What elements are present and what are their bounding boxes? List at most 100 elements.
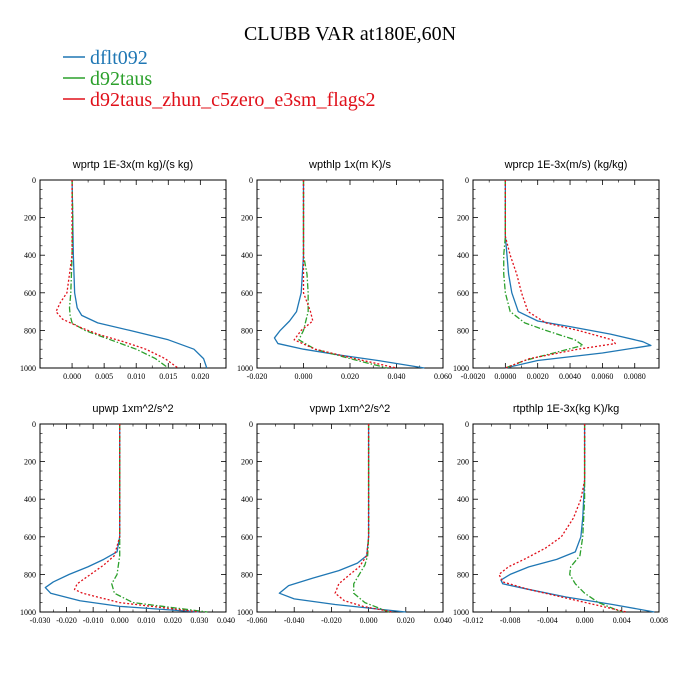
panel-1: wprtp 1E-3x(m kg)/(s kg) 0 200 400 600 800 100… — [20, 159, 227, 381]
panel-2-frame — [256, 179, 444, 369]
panel-1-xtick-label: 0.020 — [191, 372, 209, 381]
panel-1-ytick-label: 400 — [24, 251, 36, 260]
panel-5-frame — [256, 423, 444, 613]
panel-4-ytick-label: 400 — [24, 495, 36, 504]
panel-6-ytick-label: 400 — [457, 495, 469, 504]
panel-2-ytick-label: 600 — [241, 289, 253, 298]
panel-3-xtick-label: 0.0000 — [494, 372, 516, 381]
panel-2-xtick-label: 0.060 — [434, 372, 452, 381]
legend-label-d92taus-zhun: d92taus_zhun_c5zero_e3sm_flags2 — [90, 89, 375, 111]
panel-3-series-d92taus — [503, 180, 584, 369]
panel-4-series-dflt092 — [44, 424, 200, 613]
panel-4-xtick-label: -0.020 — [56, 616, 77, 625]
panel-5-ytick-label: 600 — [241, 533, 253, 542]
panel-6-ytick-label: 0 — [465, 420, 469, 429]
panel-2-ytick-label: 1000 — [237, 364, 253, 373]
panel-2-series-d92taus — [298, 180, 388, 369]
panel-6-xtick-label: -0.012 — [463, 616, 484, 625]
panel-5-series-d92taus-zhun-c5zero-e3sm-flags2 — [334, 424, 393, 613]
panel-5-xtick-label: -0.040 — [284, 616, 305, 625]
panel-3-ytick-label: 1000 — [453, 364, 469, 373]
panel-1-title: wprtp 1E-3x(m kg)/(s kg) — [72, 159, 193, 171]
panel-3-title: wprcp 1E-3x(m/s) (kg/kg) — [504, 159, 628, 171]
panel-3-xtick-label: 0.0040 — [559, 372, 581, 381]
panel-4-xtick-label: 0.040 — [217, 616, 235, 625]
panel-3-xtick-label: 0.0080 — [624, 372, 646, 381]
panel-3-xtick-label: -0.0020 — [461, 372, 486, 381]
legend-label-d92taus: d92taus — [90, 68, 152, 90]
panel-6-ytick-label: 800 — [457, 570, 469, 579]
panel-1-xtick-label: 0.010 — [127, 372, 145, 381]
panel-5-ytick-label: 800 — [241, 570, 253, 579]
panel-2-ytick-label: 200 — [241, 214, 253, 223]
panel-6: rtpthlp 1E-3x(kg K)/kg02004006008001000-… — [453, 403, 668, 625]
panel-1-ytick-label: 200 — [24, 214, 36, 223]
panel-5-ytick-label: 0 — [249, 420, 253, 429]
panel-1-series-d92taus-zhun-c5zero-e3sm-flags2 — [55, 180, 179, 369]
panel-5-ytick-label: 200 — [241, 458, 253, 467]
panel-4-ytick-label: 600 — [24, 533, 36, 542]
panel-1-frame — [39, 179, 227, 369]
panel-2-xtick-label: 0.020 — [341, 372, 359, 381]
panel-2-xtick-label: 0.000 — [295, 372, 313, 381]
panel-6-xtick-label: 0.004 — [613, 616, 631, 625]
panel-5-xtick-label: 0.000 — [360, 616, 378, 625]
panel-4-series-d92taus — [111, 424, 208, 613]
panel-5-title: vpwp 1xm^2/s^2 — [310, 403, 391, 415]
panel-1-series-dflt092 — [71, 179, 208, 369]
panel-3-xtick-label: 0.0020 — [527, 372, 549, 381]
panel-4-xtick-label: -0.010 — [83, 616, 104, 625]
panel-2-title: wpthlp 1x(m K)/s — [308, 159, 391, 171]
panel-2-ytick-label: 0 — [249, 176, 253, 185]
panel-3-ytick-label: 800 — [457, 326, 469, 335]
panel-3-frame — [472, 179, 660, 369]
panel-1-ytick-label: 0 — [32, 176, 36, 185]
panel-5: vpwp 1xm^2/s^2 0 200 400 600 800 1000-0.060 -0.… — [237, 403, 452, 625]
panel-6-series-d92taus — [569, 424, 623, 613]
panel-4-ytick-label: 800 — [24, 570, 36, 579]
panel-4: upwp 1xm^2/s^2 0 200 400 600 800 1000-0.030 -0.… — [20, 403, 235, 625]
legend-label-dflt092: dflt092 — [90, 47, 148, 69]
panel-1-xtick-label: 0.005 — [95, 372, 113, 381]
panel-3-ytick-label: 200 — [457, 214, 469, 223]
panel-5-series-dflt092 — [278, 424, 406, 613]
panel-6-xtick-label: -0.008 — [500, 616, 521, 625]
panel-5-xtick-label: 0.040 — [434, 616, 452, 625]
panel-6-title: rtpthlp 1E-3x(kg K)/kg — [513, 403, 619, 415]
legend: dflt092 d92taus d92taus_zhun_c5zero_e3sm… — [63, 47, 375, 111]
panel-4-ytick-label: 0 — [32, 420, 36, 429]
panel-5-ytick-label: 400 — [241, 495, 253, 504]
panel-3-series-d92taus-zhun-c5zero-e3sm-flags2 — [504, 180, 616, 369]
panel-5-xtick-label: -0.060 — [247, 616, 268, 625]
panel-6-xtick-label: -0.004 — [537, 616, 558, 625]
panel-4-xtick-label: 0.030 — [190, 616, 208, 625]
panel-3-xtick-label: 0.0060 — [591, 372, 613, 381]
panel-2-series-dflt092 — [273, 180, 425, 369]
panel-4-ytick-label: 1000 — [20, 608, 36, 617]
panel-3-series-dflt092 — [504, 180, 652, 369]
panel-3-ytick-label: 600 — [457, 289, 469, 298]
panel-2-xtick-label: -0.020 — [247, 372, 268, 381]
panel-2-series-d92taus-zhun-c5zero-e3sm-flags2 — [293, 180, 397, 369]
panel-4-series-d92taus-zhun-c5zero-e3sm-flags2 — [73, 424, 200, 613]
panel-2-ytick-label: 800 — [241, 326, 253, 335]
panel-1-ytick-label: 600 — [24, 289, 36, 298]
panels: wprtp 1E-3x(m kg)/(s kg) 0 200 400 600 800 100… — [20, 159, 668, 625]
panel-5-ytick-label: 1000 — [237, 608, 253, 617]
panel-4-xtick-label: 0.000 — [111, 616, 129, 625]
panel-1-xtick-label: 0.000 — [63, 372, 81, 381]
panel-6-ytick-label: 600 — [457, 533, 469, 542]
panel-4-title: upwp 1xm^2/s^2 — [92, 403, 173, 415]
panel-6-series-d92taus-zhun-c5zero-e3sm-flags2 — [498, 424, 627, 613]
panel-3-ytick-label: 0 — [465, 176, 469, 185]
panel-6-frame — [472, 423, 660, 613]
panel-2-xtick-label: 0.040 — [388, 372, 406, 381]
panel-6-ytick-label: 200 — [457, 458, 469, 467]
panel-1-xtick-label: 0.015 — [159, 372, 177, 381]
panel-4-xtick-label: 0.010 — [137, 616, 155, 625]
panel-6-xtick-label: 0.000 — [576, 616, 594, 625]
panel-6-ytick-label: 1000 — [453, 608, 469, 617]
panel-4-xtick-label: -0.030 — [30, 616, 51, 625]
panel-2: wpthlp 1x(m K)/s 0 200 400 600 800 1000-0.020 0… — [237, 159, 452, 381]
